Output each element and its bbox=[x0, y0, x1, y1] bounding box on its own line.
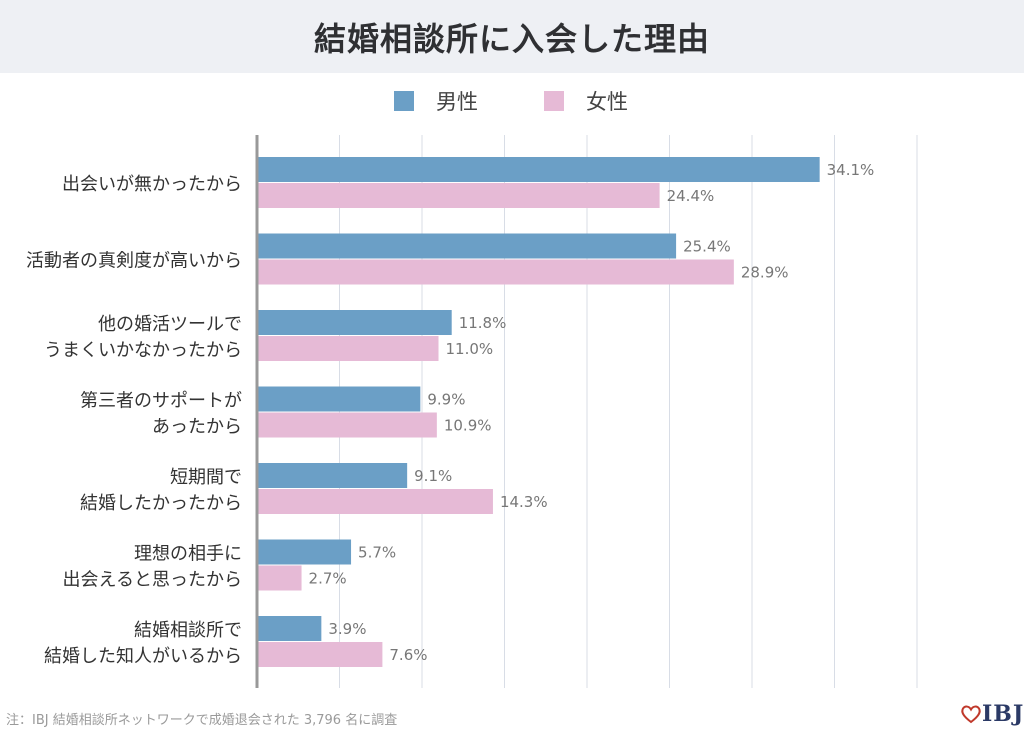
bar-male bbox=[257, 463, 408, 488]
bar-female bbox=[257, 565, 302, 591]
category-label: 理想の相手に bbox=[134, 544, 242, 565]
legend-item-female: 女性 bbox=[544, 86, 628, 116]
heart-icon bbox=[961, 705, 981, 724]
data-label: 2.7% bbox=[309, 570, 347, 588]
bar-male bbox=[257, 539, 352, 565]
data-label: 14.3% bbox=[500, 493, 548, 511]
data-label: 11.0% bbox=[446, 340, 494, 358]
footnote: 注：IBJ 結婚相談所ネットワークで成婚退会された 3,796 名に調査 bbox=[6, 713, 398, 728]
bar-male bbox=[257, 310, 452, 335]
category-label: 結婚した知人がいるから bbox=[44, 646, 242, 667]
data-label: 7.6% bbox=[389, 646, 427, 664]
data-label: 24.4% bbox=[667, 187, 715, 205]
legend-item-male: 男性 bbox=[394, 86, 478, 116]
category-label: 出会えると思ったから bbox=[63, 570, 242, 591]
data-label: 25.4% bbox=[683, 238, 731, 256]
data-label: 28.9% bbox=[741, 264, 789, 282]
ibj-logo: IBJ bbox=[960, 701, 1024, 727]
category-label: 結婚相談所で bbox=[134, 620, 242, 641]
bar-male bbox=[257, 157, 820, 182]
bar-female bbox=[257, 489, 493, 514]
legend-swatch-male bbox=[394, 91, 414, 111]
category-label: あったから bbox=[152, 417, 242, 438]
legend-label-male: 男性 bbox=[436, 90, 478, 114]
legend: 男性 女性 bbox=[0, 86, 1024, 116]
data-label: 34.1% bbox=[827, 161, 875, 179]
bar-male bbox=[257, 386, 421, 412]
category-label: 第三者のサポートが bbox=[80, 391, 242, 412]
data-label: 9.1% bbox=[414, 467, 452, 485]
bar-female bbox=[257, 412, 437, 438]
data-label: 10.9% bbox=[444, 417, 492, 435]
category-label: 短期間で bbox=[170, 467, 242, 488]
data-label: 3.9% bbox=[328, 620, 366, 638]
bar-female bbox=[257, 642, 383, 667]
data-label: 11.8% bbox=[459, 314, 507, 332]
category-label: 他の婚活ツールで bbox=[98, 314, 242, 335]
title-bar: 結婚相談所に入会した理由 bbox=[0, 0, 1024, 73]
chart-title: 結婚相談所に入会した理由 bbox=[313, 19, 710, 58]
data-label: 9.9% bbox=[427, 391, 465, 409]
bar-female bbox=[257, 259, 734, 285]
bar-male bbox=[257, 233, 677, 259]
legend-label-female: 女性 bbox=[586, 90, 628, 114]
category-label: 結婚したかったから bbox=[80, 493, 242, 514]
category-label: 活動者の真剣度が高いから bbox=[26, 251, 242, 272]
data-label: 5.7% bbox=[358, 544, 396, 562]
bar-female bbox=[257, 183, 660, 208]
legend-swatch-female bbox=[544, 91, 564, 111]
logo-text: IBJ bbox=[982, 701, 1024, 727]
category-label: 出会いが無かったから bbox=[62, 174, 242, 195]
bar-male bbox=[257, 616, 322, 641]
category-label: うまくいかなかったから bbox=[44, 340, 242, 361]
bar-female bbox=[257, 336, 439, 361]
